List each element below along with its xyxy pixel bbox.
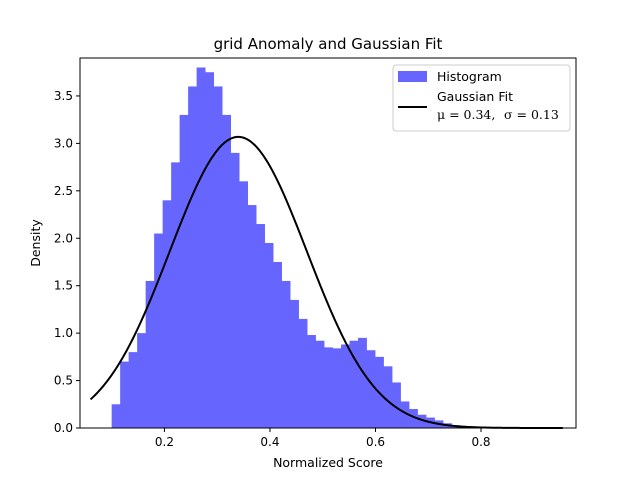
histogram-bar [383,366,393,428]
histogram-bar [409,409,418,428]
y-tick-label: 3.0 [54,136,73,150]
histogram-bar [162,200,172,428]
histogram-bar [171,162,181,429]
histogram-bar [358,337,367,428]
histogram-bar [273,261,282,428]
histogram-bar [298,318,308,428]
histogram-bar [205,72,215,428]
histogram-bar [290,299,299,428]
x-tick-label: 0.8 [471,435,490,449]
histogram-bar [332,348,342,428]
y-tick-label: 0.0 [54,421,73,435]
legend-fit-mu: μ = 0.34, [437,107,495,122]
x-axis-ticks: 0.2 0.4 0.6 0.8 [155,428,491,449]
histogram-bar [366,350,376,428]
histogram-bar [247,205,257,428]
y-tick-label: 2.0 [54,231,73,245]
histogram-bar [400,401,410,428]
plot-frame [79,57,577,429]
x-tick-label: 0.6 [366,435,385,449]
histogram-bar [324,347,333,428]
x-tick-label: 0.4 [260,435,279,449]
histogram-bar [239,181,248,428]
y-axis-ticks: 0.0 0.5 1.0 1.5 2.0 2.5 3.0 3.5 [54,89,80,435]
histogram-bar [264,243,274,428]
legend-box [392,64,571,132]
histogram-bar [111,404,121,428]
histogram-bar [307,335,316,428]
histogram-bar [179,114,189,429]
legend-histogram-label: Histogram [437,69,502,84]
y-axis-label: Density [28,219,43,267]
histogram-bar [196,67,206,429]
histogram-bar [256,224,265,428]
x-axis-label: Normalized Score [273,455,383,470]
x-tick-label: 0.2 [155,435,174,449]
histogram-bar [137,333,147,428]
legend-fit-label: Gaussian Fit [437,89,513,104]
y-tick-label: 0.5 [54,374,73,388]
y-tick-label: 1.0 [54,326,73,340]
legend-fit-sigma: σ = 0.13 [504,107,559,122]
legend: Histogram Gaussian Fit μ = 0.34, σ = 0.1… [392,64,571,132]
histogram-bar [188,86,198,429]
legend-histogram-swatch [398,71,427,82]
chart-title: grid Anomaly and Gaussian Fit [214,35,443,53]
histogram-bar [145,280,155,428]
y-tick-label: 1.5 [54,279,73,293]
histogram-bar [349,340,359,428]
y-tick-label: 2.5 [54,184,73,198]
histogram-bar [222,114,231,429]
histogram-bar [315,340,325,428]
histogram-bar [281,280,291,428]
y-tick-label: 3.5 [54,89,73,103]
histogram-bar [154,233,164,428]
histogram-bar [128,352,138,428]
histogram-bar [213,86,223,429]
histogram-bar [341,344,350,428]
histogram-bar [230,152,240,428]
histogram-bar [392,382,401,428]
histogram-bar [120,361,130,428]
histogram-bar [417,414,427,428]
